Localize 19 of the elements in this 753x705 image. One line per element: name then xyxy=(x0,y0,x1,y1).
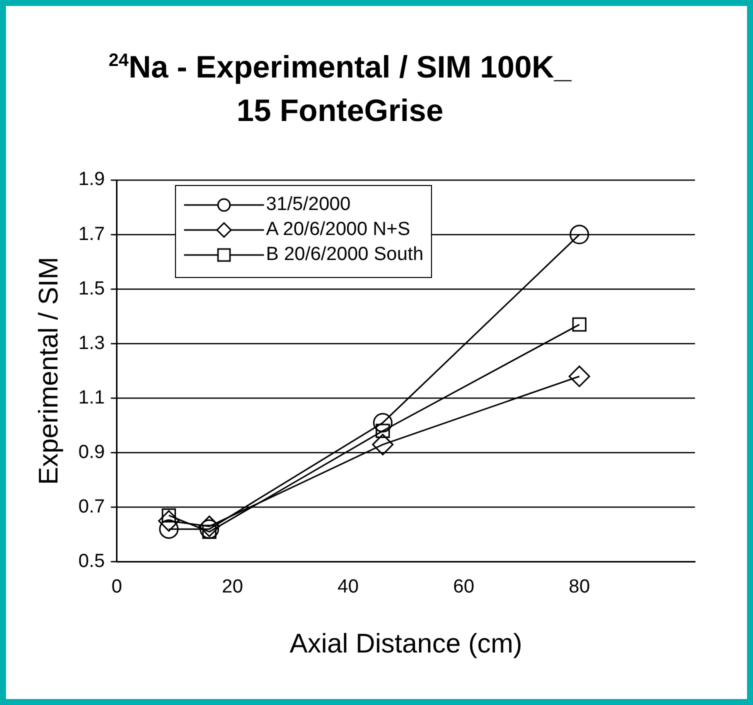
x-tick-label: 0 xyxy=(112,576,122,598)
y-tick-label: 1.9 xyxy=(78,169,105,190)
x-tick-label: 40 xyxy=(338,576,359,598)
legend-label: 31/5/2000 xyxy=(266,194,351,215)
y-tick-label: 1.5 xyxy=(78,278,105,300)
x-tick-label: 80 xyxy=(568,576,590,598)
legend-label: A 20/6/2000 N+S xyxy=(266,219,410,240)
x-axis-title: Axial Distance (cm) xyxy=(290,628,522,658)
x-tick-label: 60 xyxy=(453,576,474,598)
chart-title: $^{24}$Na - Experimental / SIM 100K_ 15 FonteGrise xyxy=(108,48,573,130)
y-tick-label: 0.9 xyxy=(78,442,105,463)
x-tick-label: 20 xyxy=(222,576,244,598)
y-tick-label: 0.7 xyxy=(78,496,105,518)
y-tick-label: 1.7 xyxy=(78,224,105,245)
y-tick-label: 1.1 xyxy=(78,387,105,408)
y-axis-title: Experimental / SIM xyxy=(34,256,64,485)
legend-label: B 20/6/2000 South xyxy=(266,244,424,265)
y-tick-label: 0.5 xyxy=(78,551,105,572)
y-tick-label: 1.3 xyxy=(78,332,105,354)
